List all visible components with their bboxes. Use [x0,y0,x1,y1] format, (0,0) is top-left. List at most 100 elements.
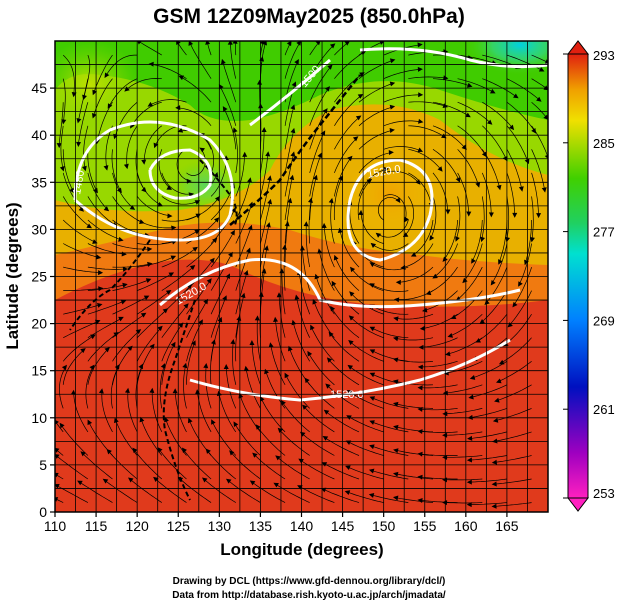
streamline-arrow [124,387,130,394]
streamline-arrow [170,255,177,261]
streamline [371,284,409,292]
streamline-arrow [395,279,401,285]
streamline [396,313,434,320]
coastline-china [69,239,151,331]
streamline-arrow [183,303,189,309]
streamline [97,102,113,142]
streamline [205,366,212,409]
contour-1480 [148,148,213,200]
streamline [112,314,145,338]
streamline [371,397,409,409]
streamline-arrow [322,108,328,114]
x-tick-label: 120 [125,518,149,534]
streamline [73,392,89,433]
streamline [60,125,64,169]
streamline [323,226,335,268]
streamline-arrow [350,266,356,273]
streamline [371,445,409,456]
streamline [358,106,393,127]
streamline-arrow [211,419,216,425]
streamline-arrow [114,364,120,370]
streamline [469,502,507,505]
streamline-arrow [249,480,256,486]
streamline-arrow [242,151,248,157]
y-tick-label: 30 [31,221,47,237]
streamline [420,408,458,411]
streamline [210,210,235,244]
streamline-arrow [348,340,354,346]
streamline-arrow [417,451,423,457]
streamline [275,320,286,362]
x-tick-label: 140 [290,518,314,534]
streamline [161,344,175,385]
streamline-arrow [103,165,109,171]
streamline-arrow [223,364,229,370]
streamline [325,411,360,433]
streamline [371,494,409,503]
streamline [330,201,335,244]
streamline [87,172,108,210]
y-tick-label: 10 [31,410,47,426]
y-tick-label: 0 [39,504,47,520]
streamline [420,453,458,456]
streamline-arrow [490,88,496,94]
streamline [235,155,245,197]
streamline [177,42,187,56]
streamline [234,424,261,456]
streamline-arrow [392,357,399,363]
streamline-arrow [98,388,104,394]
streamline-arrow [98,286,104,292]
streamline [470,408,508,418]
streamline-arrow [393,424,399,430]
streamline-arrow [536,213,542,219]
streamline-arrow [118,236,124,242]
streamline [127,391,138,433]
streamline-arrow [369,326,376,332]
streamline [212,421,237,456]
streamline-arrow [212,237,218,243]
streamline [482,101,513,128]
streamline-arrow [330,305,336,312]
temperature-field: 1520.0 1520.0 1520.0 1500 1480 [55,41,548,512]
streamline [104,480,138,503]
streamline-arrow [513,93,519,99]
colorbar-tick-label: 285 [593,136,615,151]
streamline [309,42,320,56]
streamline [260,154,269,197]
streamline-arrow [153,142,159,149]
streamline-arrow [544,154,548,160]
streamline-arrow [107,103,113,109]
streamline-arrow [383,166,389,172]
streamline [395,473,434,480]
streamline [222,61,237,103]
streamline-arrow [447,332,454,338]
y-tick-label: 45 [31,80,47,96]
streamline-arrow [95,254,102,260]
streamline [223,108,237,150]
streamline-arrow [124,86,130,92]
streamline-arrow [118,316,124,322]
colorbar-tick-label: 253 [593,486,615,501]
streamline-arrow [389,104,396,110]
streamline [494,478,532,485]
streamline [207,450,237,480]
streamline [105,54,138,76]
streamline [189,43,212,79]
streamline-arrow [147,246,153,252]
streamline-arrow [59,165,65,172]
streamline-arrow [344,490,351,496]
streamline [83,54,91,97]
streamline-arrow [369,420,375,425]
streamline-arrow [488,212,494,218]
streamline [420,430,458,433]
streamline [235,180,251,221]
streamline-arrow [231,207,236,213]
streamline [161,172,192,195]
streamline-arrow [357,94,364,99]
x-tick-label: 145 [331,518,355,534]
streamline [302,248,311,291]
streamline-arrow [369,372,376,378]
streamline-arrow [81,165,87,172]
streamline-arrow [263,245,269,251]
streamline [270,345,286,385]
